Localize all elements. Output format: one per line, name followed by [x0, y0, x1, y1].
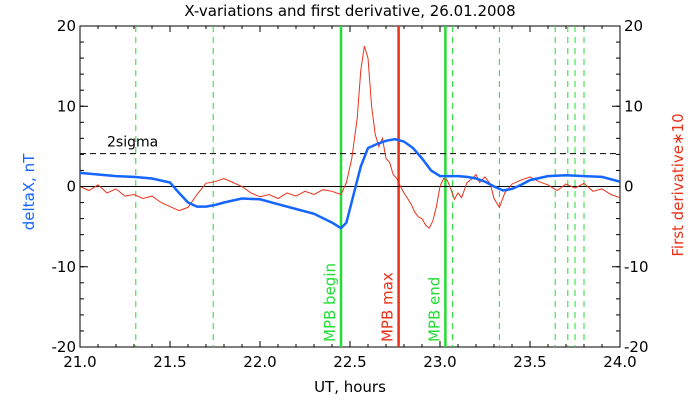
x-tick-label: 23.0 [423, 353, 456, 371]
y-tick-label-right: 10 [624, 97, 643, 115]
y-tick-label-left: -10 [52, 258, 77, 276]
marker-label-1: MPB begin [321, 263, 339, 342]
x-tick-label: 21.0 [63, 353, 96, 371]
marker-label-3: MPB end [425, 277, 443, 342]
x-tick-label: 22.5 [333, 353, 366, 371]
series-deltax-line [79, 137, 621, 230]
threshold-label: 2sigma [107, 135, 158, 151]
chart-title: X-variations and first derivative, 26.01… [184, 2, 515, 20]
x-tick-label: 21.5 [153, 353, 186, 371]
y-axis-right-label: First derivative∗10 [669, 113, 687, 256]
x-axis-ticks: 21.0 21.5 22.0 22.5 23.0 23.5 24.0 [63, 26, 637, 371]
y-axis-right-ticks: -20 -10 0 10 20 [612, 17, 649, 356]
x-tick-label: 24.0 [603, 353, 636, 371]
y-tick-label-right: -20 [624, 338, 649, 356]
y-tick-label-right: 20 [624, 17, 643, 35]
y-axis-left-label: deltaX, nT [20, 153, 38, 230]
x-tick-label: 23.5 [513, 353, 546, 371]
marker-labels: MPB begin MPB max MPB end [321, 263, 443, 342]
y-tick-label-left: 20 [57, 17, 76, 35]
y-tick-label-left: 0 [66, 178, 76, 196]
marker-label-2: MPB max [379, 272, 397, 342]
y-axis-left-ticks: -20 -10 0 10 20 [52, 17, 88, 356]
series-derivative-line [79, 45, 621, 230]
y-tick-label-left: -20 [52, 338, 77, 356]
x-tick-label: 22.0 [243, 353, 276, 371]
x-axis-label: UT, hours [314, 378, 386, 396]
plot-area: 2sigma MPB begin MPB max MPB end [79, 25, 621, 348]
y-tick-label-right: -10 [624, 258, 649, 276]
y-tick-label-right: 0 [624, 178, 634, 196]
y-tick-label-left: 10 [57, 97, 76, 115]
